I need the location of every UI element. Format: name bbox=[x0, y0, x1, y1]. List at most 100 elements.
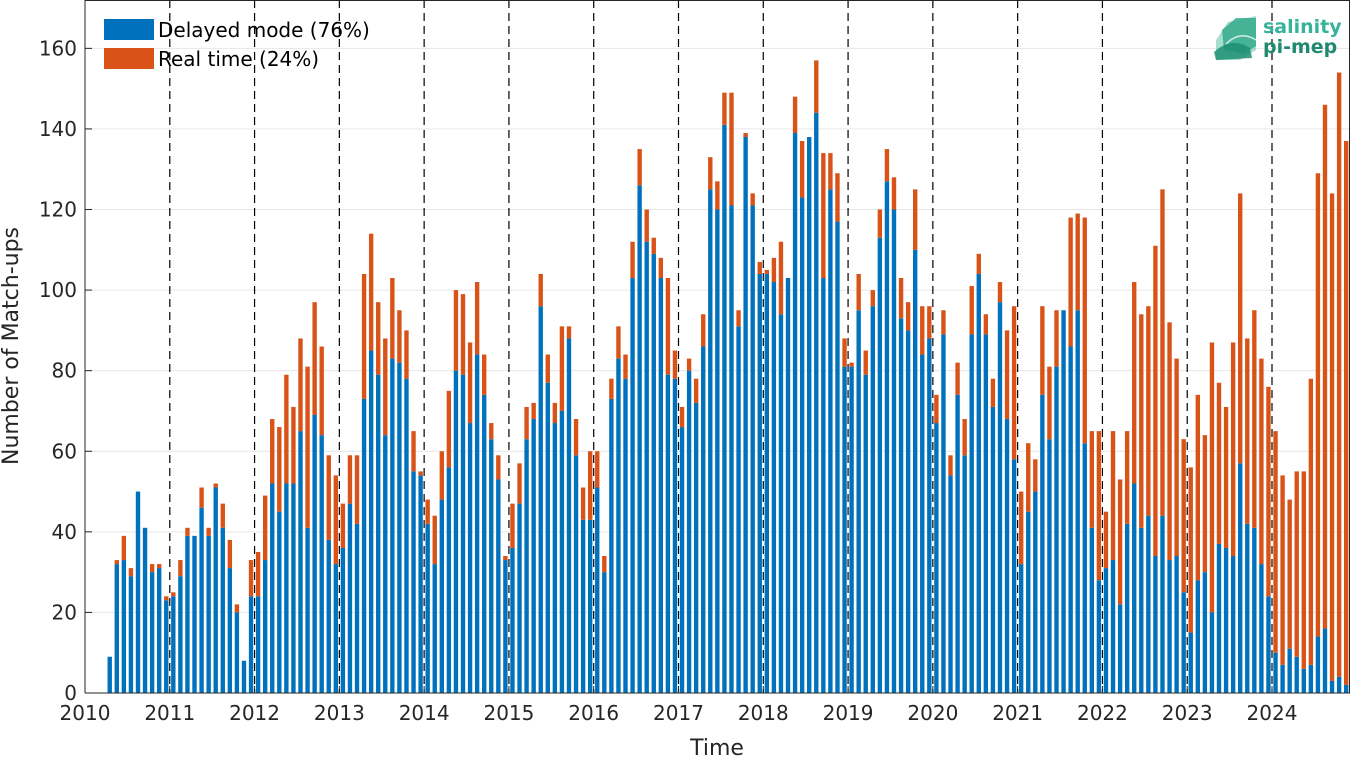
bar-realtime bbox=[199, 487, 204, 508]
bar-delayed bbox=[602, 572, 607, 693]
bar-delayed bbox=[503, 560, 508, 693]
bar-delayed bbox=[453, 370, 459, 693]
bar-delayed bbox=[164, 600, 169, 693]
bar-delayed bbox=[1089, 527, 1095, 693]
bar-delayed bbox=[1096, 580, 1102, 693]
bar-delayed bbox=[298, 431, 303, 693]
bar-realtime bbox=[1174, 358, 1179, 557]
bar-delayed bbox=[241, 660, 247, 693]
bar-realtime bbox=[665, 278, 671, 375]
bar-realtime bbox=[1075, 213, 1080, 311]
bar-realtime bbox=[693, 378, 699, 403]
bar-delayed bbox=[361, 398, 367, 693]
bar-delayed bbox=[545, 382, 550, 693]
bar-delayed bbox=[559, 410, 565, 693]
bar-delayed bbox=[1124, 523, 1130, 693]
bar-realtime bbox=[220, 503, 225, 528]
bar-delayed bbox=[270, 483, 275, 693]
bar-realtime bbox=[757, 261, 762, 274]
bar-delayed bbox=[376, 374, 381, 693]
x-tick-label: 2017 bbox=[653, 701, 704, 725]
bar-delayed bbox=[248, 596, 254, 693]
bar-delayed bbox=[736, 326, 741, 693]
bar-realtime bbox=[1054, 310, 1059, 367]
bar-delayed bbox=[778, 314, 784, 693]
bar-realtime bbox=[1202, 435, 1208, 573]
bar-realtime bbox=[510, 503, 515, 548]
bar-delayed bbox=[1216, 543, 1222, 693]
bar-delayed bbox=[255, 596, 261, 693]
bar-realtime bbox=[213, 483, 218, 488]
bar-realtime bbox=[164, 596, 169, 601]
bar-delayed bbox=[587, 519, 593, 693]
bar-realtime bbox=[934, 394, 939, 424]
x-tick-label: 2014 bbox=[399, 701, 450, 725]
bar-realtime bbox=[644, 209, 649, 242]
bar-realtime bbox=[1315, 173, 1321, 637]
bar-delayed bbox=[1061, 310, 1066, 693]
bar-delayed bbox=[1266, 596, 1271, 693]
bar-realtime bbox=[270, 419, 275, 484]
bar-realtime bbox=[1181, 439, 1186, 593]
bar-realtime bbox=[340, 503, 346, 548]
legend-swatch-realtime bbox=[104, 48, 154, 69]
bar-delayed bbox=[1153, 556, 1158, 693]
bar-delayed bbox=[234, 612, 240, 693]
bar-delayed bbox=[701, 346, 706, 693]
x-tick-label: 2016 bbox=[568, 701, 619, 725]
bar-delayed bbox=[411, 471, 416, 693]
bar-realtime bbox=[1011, 306, 1017, 460]
bar-realtime bbox=[333, 475, 339, 565]
bar-delayed bbox=[955, 394, 960, 693]
bar-realtime bbox=[920, 306, 925, 355]
bar-realtime bbox=[255, 551, 261, 597]
bar-delayed bbox=[828, 189, 833, 693]
y-tick-label: 80 bbox=[52, 359, 77, 383]
bar-realtime bbox=[948, 455, 953, 476]
bar-realtime bbox=[503, 556, 508, 561]
bar-realtime bbox=[262, 495, 268, 561]
bar-delayed bbox=[672, 378, 678, 693]
bar-realtime bbox=[284, 374, 289, 484]
bar-delayed bbox=[1259, 564, 1264, 693]
bar-realtime bbox=[1082, 217, 1087, 444]
bar-realtime bbox=[234, 604, 240, 613]
bar-realtime bbox=[891, 177, 897, 210]
bar-realtime bbox=[743, 132, 748, 137]
bar-delayed bbox=[948, 475, 953, 693]
bar-delayed bbox=[863, 374, 868, 693]
bar-delayed bbox=[135, 491, 141, 693]
bar-realtime bbox=[835, 173, 840, 222]
y-tick-label: 20 bbox=[52, 600, 77, 624]
bar-realtime bbox=[566, 326, 572, 339]
bar-delayed bbox=[149, 572, 155, 693]
bar-delayed bbox=[595, 487, 600, 693]
bar-realtime bbox=[354, 455, 360, 524]
bar-delayed bbox=[884, 181, 890, 693]
bar-delayed bbox=[616, 358, 621, 693]
bar-realtime bbox=[764, 269, 770, 274]
bar-realtime bbox=[856, 273, 861, 311]
bar-delayed bbox=[962, 455, 967, 693]
bar-realtime bbox=[623, 354, 628, 379]
bar-realtime bbox=[185, 527, 190, 536]
bar-realtime bbox=[361, 273, 367, 399]
bar-delayed bbox=[227, 568, 233, 693]
bar-realtime bbox=[1273, 431, 1278, 653]
bar-delayed bbox=[1287, 648, 1292, 693]
bar-realtime bbox=[1153, 245, 1158, 557]
bar-realtime bbox=[905, 302, 911, 331]
bar-delayed bbox=[185, 535, 190, 693]
bar-realtime bbox=[171, 592, 176, 597]
logo-word-salinity: salinity bbox=[1263, 16, 1342, 38]
bar-realtime bbox=[538, 273, 543, 307]
bar-realtime bbox=[1068, 217, 1073, 347]
bar-delayed bbox=[199, 507, 204, 693]
bar-realtime bbox=[884, 149, 890, 182]
bar-realtime bbox=[326, 455, 331, 540]
x-tick-label: 2015 bbox=[483, 701, 534, 725]
legend-label-realtime: Real time (24%) bbox=[158, 47, 319, 71]
bar-delayed bbox=[785, 278, 791, 693]
legend-label-delayed: Delayed mode (76%) bbox=[158, 18, 370, 42]
bar-realtime bbox=[1117, 479, 1123, 605]
